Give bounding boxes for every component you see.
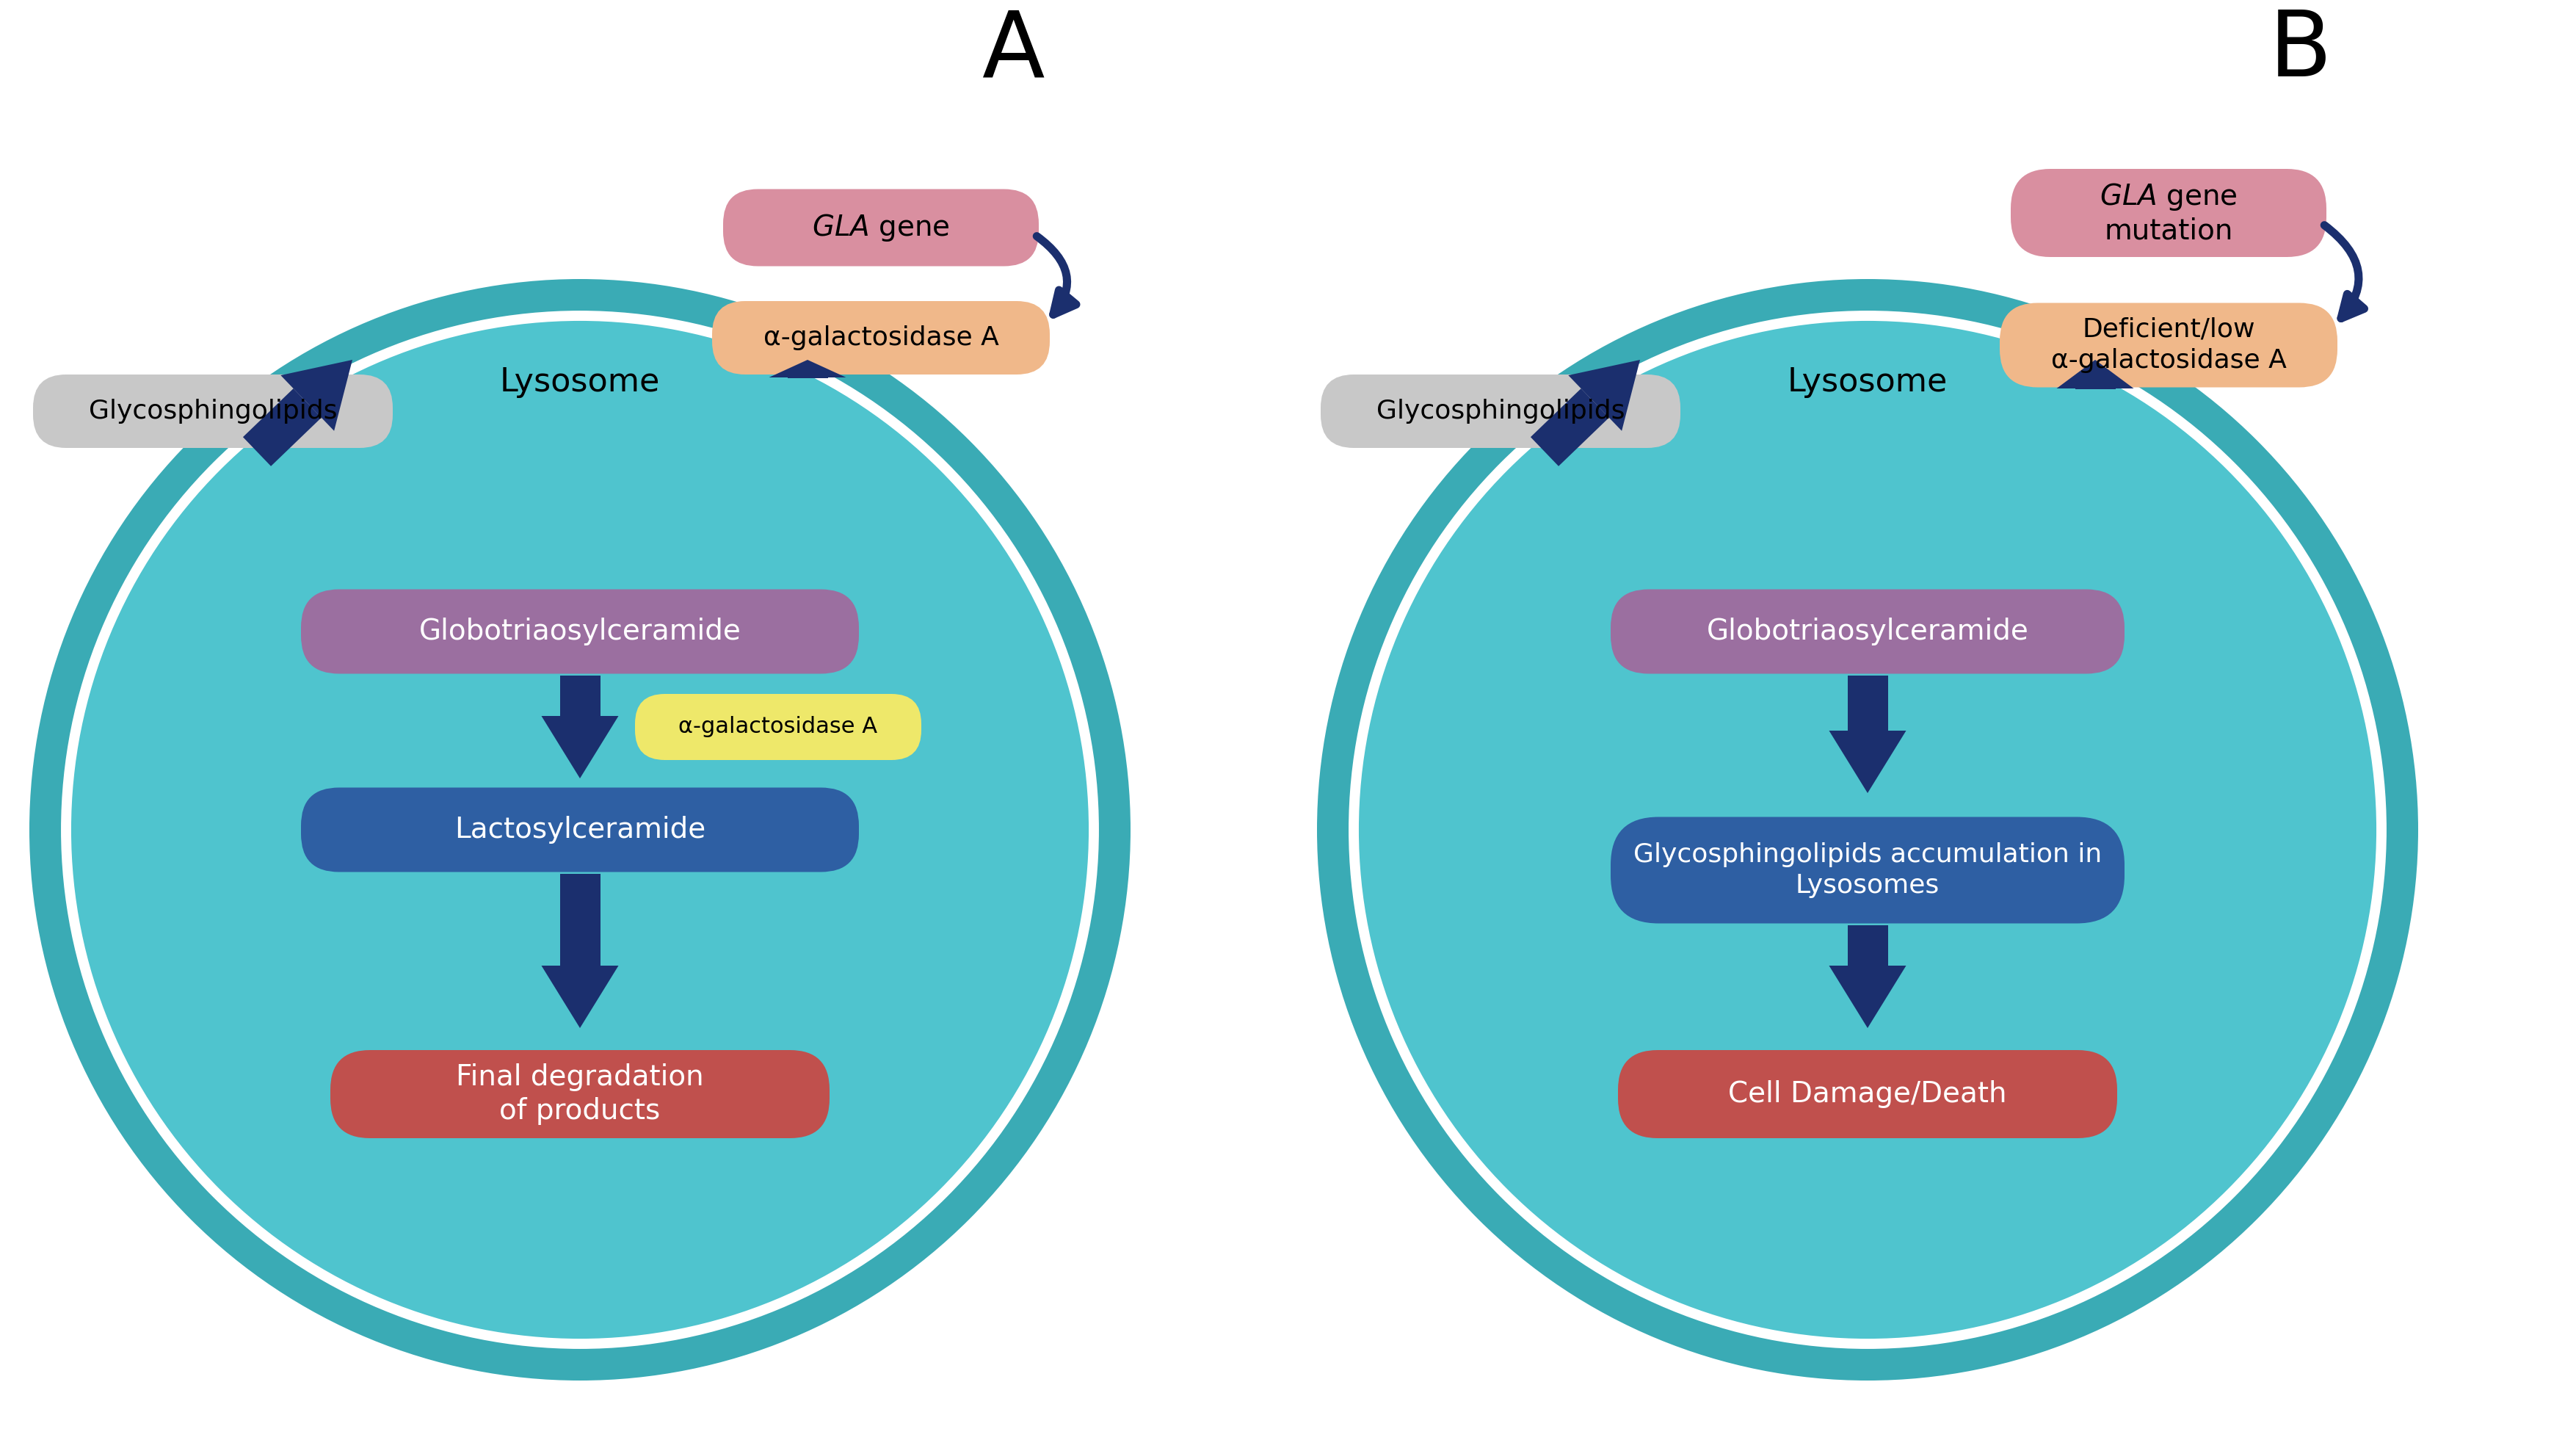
- FancyBboxPatch shape: [1847, 675, 1888, 730]
- Polygon shape: [1569, 360, 1641, 431]
- Text: Glycosphingolipids: Glycosphingolipids: [1376, 399, 1625, 423]
- Text: Globotriaosylceramide: Globotriaosylceramide: [420, 618, 742, 645]
- FancyArrowPatch shape: [2324, 225, 2365, 318]
- Text: $\it{GLA}$ gene: $\it{GLA}$ gene: [811, 212, 951, 243]
- FancyArrowPatch shape: [1036, 236, 1077, 314]
- FancyBboxPatch shape: [1847, 926, 1888, 966]
- Text: Final degradation
of products: Final degradation of products: [456, 1063, 703, 1125]
- Text: Glycosphingolipids: Glycosphingolipids: [88, 399, 337, 423]
- FancyBboxPatch shape: [636, 694, 922, 760]
- Polygon shape: [242, 389, 322, 467]
- Polygon shape: [2056, 360, 2133, 389]
- Text: Lactosylceramide: Lactosylceramide: [453, 816, 706, 844]
- FancyBboxPatch shape: [33, 374, 392, 448]
- Circle shape: [67, 315, 1095, 1344]
- Text: Deficient/low
α-galactosidase A: Deficient/low α-galactosidase A: [2050, 317, 2287, 373]
- FancyBboxPatch shape: [559, 874, 600, 966]
- Text: Lysosome: Lysosome: [1788, 366, 1947, 397]
- Text: α-galactosidase A: α-galactosidase A: [677, 716, 878, 737]
- FancyBboxPatch shape: [1610, 589, 2125, 674]
- Text: A: A: [981, 7, 1043, 96]
- Text: $\it{GLA}$ gene
mutation: $\it{GLA}$ gene mutation: [2099, 181, 2239, 245]
- Polygon shape: [1829, 966, 1906, 1028]
- FancyBboxPatch shape: [301, 589, 858, 674]
- Polygon shape: [541, 716, 618, 779]
- Circle shape: [28, 279, 1131, 1381]
- Polygon shape: [1829, 730, 1906, 793]
- FancyBboxPatch shape: [301, 788, 858, 873]
- Text: B: B: [2269, 7, 2331, 96]
- Polygon shape: [1530, 389, 1610, 467]
- FancyBboxPatch shape: [1610, 816, 2125, 923]
- Polygon shape: [541, 966, 618, 1028]
- Text: Globotriaosylceramide: Globotriaosylceramide: [1705, 618, 2030, 645]
- Text: α-galactosidase A: α-galactosidase A: [762, 325, 999, 350]
- FancyBboxPatch shape: [559, 675, 600, 716]
- Circle shape: [1316, 279, 2419, 1381]
- FancyBboxPatch shape: [711, 301, 1051, 374]
- Circle shape: [1355, 315, 2380, 1344]
- FancyBboxPatch shape: [724, 189, 1038, 266]
- Polygon shape: [770, 360, 845, 377]
- Text: Cell Damage/Death: Cell Damage/Death: [1728, 1080, 2007, 1109]
- FancyBboxPatch shape: [2012, 168, 2326, 256]
- Polygon shape: [281, 360, 353, 431]
- FancyBboxPatch shape: [330, 1050, 829, 1138]
- FancyBboxPatch shape: [1321, 374, 1680, 448]
- Text: Lysosome: Lysosome: [500, 366, 659, 397]
- Text: Glycosphingolipids accumulation in
Lysosomes: Glycosphingolipids accumulation in Lysos…: [1633, 842, 2102, 899]
- FancyBboxPatch shape: [1618, 1050, 2117, 1138]
- FancyBboxPatch shape: [1999, 302, 2336, 387]
